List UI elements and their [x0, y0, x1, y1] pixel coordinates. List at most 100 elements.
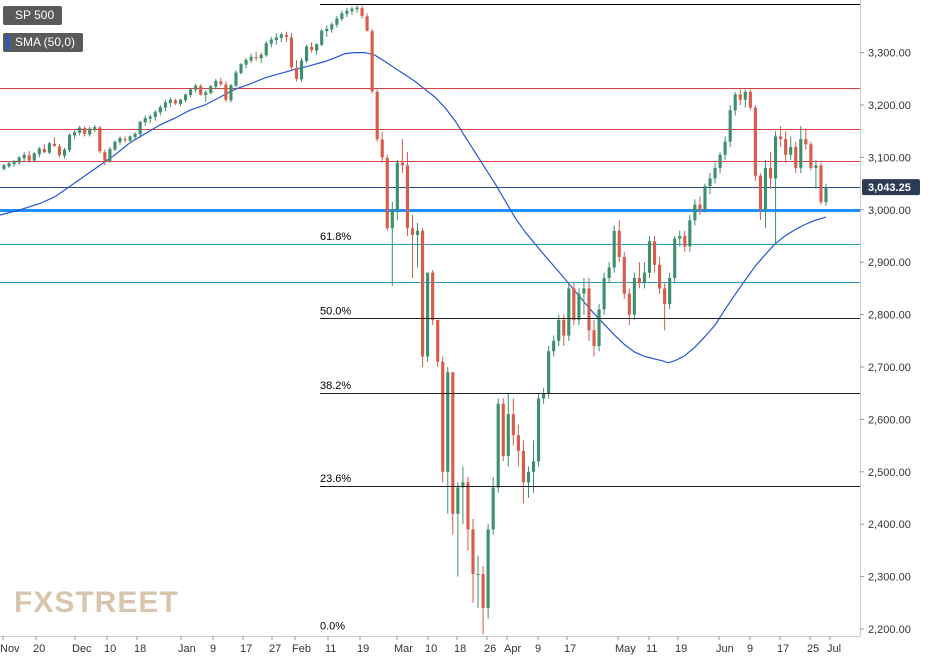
candle-body-9	[47, 143, 51, 153]
candle-body-92	[466, 482, 470, 530]
candle-body-37	[189, 89, 193, 96]
candle-body-83	[421, 230, 425, 357]
candle-body-133	[673, 238, 677, 278]
fxstreet-logo: FXSTREET	[14, 586, 179, 619]
candle-body-5	[27, 155, 31, 161]
candle-body-18	[93, 127, 97, 130]
candle-body-15	[78, 127, 82, 133]
candle-body-79	[400, 162, 404, 166]
x-tick-label-22: Jun	[716, 643, 734, 655]
y-axis-background	[860, 0, 931, 661]
x-tick-label-1: 20	[33, 643, 45, 655]
y-tick-label-7: 2,900.00	[868, 257, 911, 269]
candle-body-44	[224, 84, 228, 100]
candle-body-139	[703, 186, 707, 210]
x-tick-label-17: 9	[535, 643, 541, 655]
candle-body-98	[496, 403, 500, 488]
candle-body-95	[481, 573, 485, 609]
candle-body-102	[516, 435, 520, 451]
candle-body-7	[37, 148, 41, 155]
sma-line	[0, 51, 827, 364]
candle-body-101	[511, 414, 515, 436]
candle-body-129	[652, 241, 657, 265]
candle-body-84	[426, 272, 430, 357]
candle-body-117	[592, 330, 596, 347]
candle-body-64	[325, 29, 329, 32]
legend-sma[interactable]: SMA (50,0)	[3, 33, 84, 52]
candle-body-2	[12, 161, 16, 165]
fib-label-4: 0.0%	[320, 621, 345, 633]
candle-body-35	[178, 99, 183, 104]
candle-body-127	[642, 272, 647, 284]
candle-body-33	[168, 99, 172, 103]
candle-body-54	[274, 37, 278, 41]
candle-body-78	[395, 162, 399, 210]
x-tick-label-2: Dec	[72, 643, 92, 655]
candle-body-114	[577, 293, 581, 320]
candle-body-104	[526, 471, 531, 483]
candle-body-47	[239, 64, 243, 74]
x-tick-label-4: 18	[134, 643, 146, 655]
y-tick-label-4: 2,600.00	[868, 414, 911, 426]
x-tick-label-12: Mar	[394, 643, 413, 655]
candle-body-161	[814, 165, 818, 168]
candle-body-29	[148, 116, 152, 119]
fib-label-2: 38.2%	[320, 380, 351, 392]
candle-body-85	[431, 272, 435, 320]
candle-body-52	[264, 43, 268, 56]
x-tick-label-14: 18	[454, 643, 466, 655]
candle-body-113	[572, 288, 576, 320]
candle-body-28	[143, 118, 147, 123]
y-tick-label-9: 3,100.00	[868, 152, 911, 164]
candle-body-66	[335, 18, 339, 25]
fibonacci-labels: 61.8% 50.0% 38.2% 23.6% 0.0%	[320, 231, 860, 633]
y-tick-label-1: 2,300.00	[868, 572, 911, 584]
candle-body-3	[17, 157, 21, 163]
candle-body-88	[446, 372, 450, 472]
candle-body-116	[587, 288, 591, 331]
legend-sp500[interactable]: SP 500	[3, 6, 63, 25]
x-tick-label-26: Jul	[827, 643, 841, 655]
candle-body-137	[693, 204, 697, 221]
candle-body-38	[194, 85, 198, 90]
candle-body-50	[254, 57, 258, 59]
candle-body-136	[688, 220, 692, 247]
candle-body-20	[103, 152, 107, 162]
candle-body-120	[607, 267, 611, 278]
candle-body-27	[138, 121, 142, 135]
candle-body-148	[748, 91, 752, 108]
candle-body-32	[163, 102, 167, 108]
legend-sma-swatch	[6, 35, 9, 50]
candle-body-30	[153, 111, 157, 118]
x-tick-label-19: May	[615, 643, 636, 655]
candle-body-10	[52, 143, 56, 146]
fib-label-3: 23.6%	[320, 473, 351, 485]
candle-body-154	[779, 136, 783, 140]
legend-sma-label: SMA (50,0)	[15, 35, 76, 49]
candle-body-105	[531, 461, 536, 472]
candle-body-89	[451, 372, 455, 514]
fib-label-0: 61.8%	[320, 231, 351, 243]
candle-body-80	[405, 165, 409, 229]
candle-body-131	[663, 288, 667, 305]
candle-body-130	[658, 264, 662, 289]
candle-body-149	[753, 107, 757, 176]
candle-body-56	[284, 34, 288, 37]
candle-body-63	[320, 30, 324, 45]
candle-body-93	[471, 529, 475, 574]
candle-body-31	[158, 107, 162, 113]
candle-body-42	[214, 80, 218, 87]
x-tick-label-11: 19	[357, 643, 369, 655]
candle-body-45	[229, 85, 233, 101]
candle-body-94	[476, 573, 480, 575]
x-tick-label-16: Apr	[504, 643, 521, 655]
y-axis: 2,200.00 2,300.00 2,400.00 2,500.00 2,600.00…	[860, 0, 931, 661]
x-axis: Nov 20 Dec 10 18 Jan 9 17 27 Feb 11 19 Mar 10 18 26 Apr 9…	[0, 636, 860, 655]
candle-body-8	[42, 149, 46, 153]
candle-body-157	[794, 146, 798, 168]
y-tick-label-11: 3,300.00	[868, 48, 911, 60]
candle-body-22	[113, 141, 117, 150]
candle-body-77	[390, 209, 394, 229]
candle-body-17	[88, 128, 92, 135]
